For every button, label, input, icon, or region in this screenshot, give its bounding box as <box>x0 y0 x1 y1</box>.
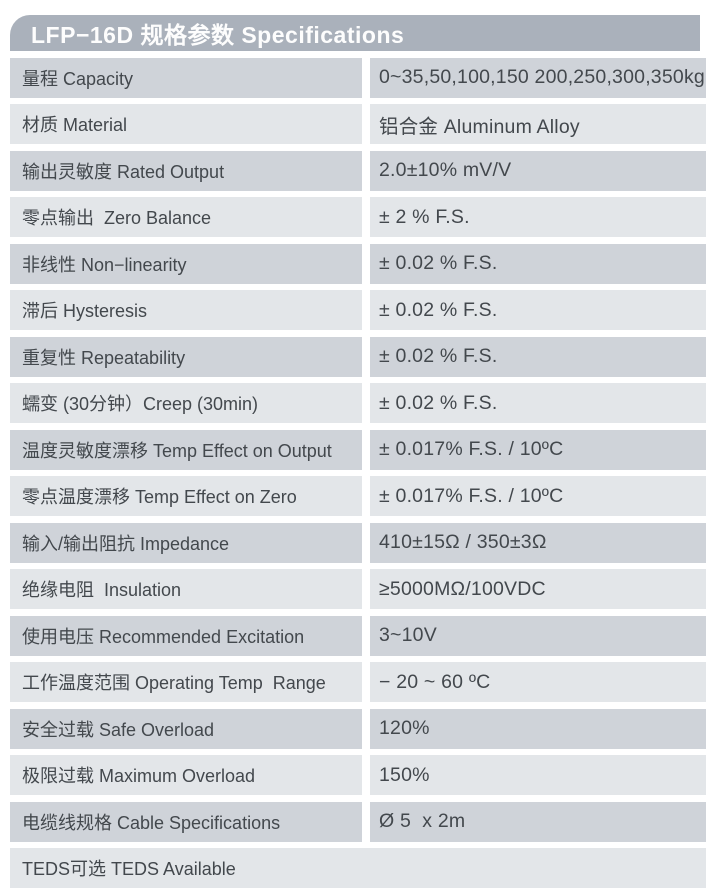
spec-value: ± 0.02 % F.S. <box>370 290 706 330</box>
spec-row: TEDS可选 TEDS Available <box>10 848 706 888</box>
spec-value: 2.0±10% mV/V <box>370 150 706 191</box>
spec-label: 输入/输出阻抗 Impedance <box>10 522 362 563</box>
spec-value: ± 0.017% F.S. / 10ºC <box>370 429 706 470</box>
spec-label: 零点温度漂移 Temp Effect on Zero <box>10 476 362 516</box>
spec-row: 安全过载 Safe Overload 120% <box>10 708 706 749</box>
spec-row: 使用电压 Recommended Excitation 3~10V <box>10 615 706 656</box>
spec-value: 3~10V <box>370 615 706 656</box>
spec-label: 滞后 Hysteresis <box>10 290 362 330</box>
table-title-banner: LFP−16D 规格参数 Specifications <box>10 15 700 51</box>
spec-row: 温度灵敏度漂移 Temp Effect on Output ± 0.017% F… <box>10 429 706 470</box>
spec-value: ± 2 % F.S. <box>370 197 706 237</box>
spec-row: 量程 Capacity 0~35,50,100,150 200,250,300,… <box>10 57 706 98</box>
spec-label: 零点输出 Zero Balance <box>10 197 362 237</box>
spec-label: 重复性 Repeatability <box>10 336 362 377</box>
spec-row: 材质 Material 铝合金 Aluminum Alloy <box>10 104 706 144</box>
spec-label: 蠕变 (30分钟）Creep (30min) <box>10 383 362 423</box>
spec-label: 材质 Material <box>10 104 362 144</box>
spec-row: 非线性 Non−linearity ± 0.02 % F.S. <box>10 243 706 284</box>
spec-row: 重复性 Repeatability ± 0.02 % F.S. <box>10 336 706 377</box>
spec-row: 滞后 Hysteresis ± 0.02 % F.S. <box>10 290 706 330</box>
spec-row: 绝缘电阻 Insulation ≥5000MΩ/100VDC <box>10 569 706 609</box>
spec-table: 量程 Capacity 0~35,50,100,150 200,250,300,… <box>10 57 706 888</box>
spec-row: 极限过载 Maximum Overload 150% <box>10 755 706 795</box>
spec-label: 使用电压 Recommended Excitation <box>10 615 362 656</box>
spec-label: 绝缘电阻 Insulation <box>10 569 362 609</box>
spec-row: 输出灵敏度 Rated Output 2.0±10% mV/V <box>10 150 706 191</box>
spec-label: 工作温度范围 Operating Temp Range <box>10 662 362 702</box>
spec-value: ± 0.017% F.S. / 10ºC <box>370 476 706 516</box>
spec-row: 蠕变 (30分钟）Creep (30min) ± 0.02 % F.S. <box>10 383 706 423</box>
spec-value: 150% <box>370 755 706 795</box>
spec-value: 120% <box>370 708 706 749</box>
spec-row: 零点输出 Zero Balance ± 2 % F.S. <box>10 197 706 237</box>
spec-label: 量程 Capacity <box>10 57 362 98</box>
spec-label: 输出灵敏度 Rated Output <box>10 150 362 191</box>
spec-label: 电缆线规格 Cable Specifications <box>10 801 362 842</box>
spec-row: 零点温度漂移 Temp Effect on Zero ± 0.017% F.S.… <box>10 476 706 516</box>
table-title: LFP−16D 规格参数 Specifications <box>31 22 405 48</box>
spec-label: TEDS可选 TEDS Available <box>10 848 706 888</box>
spec-row: 工作温度范围 Operating Temp Range − 20 ~ 60 ºC <box>10 662 706 702</box>
spec-value: − 20 ~ 60 ºC <box>370 662 706 702</box>
spec-value: ± 0.02 % F.S. <box>370 383 706 423</box>
spec-label: 非线性 Non−linearity <box>10 243 362 284</box>
spec-label: 极限过载 Maximum Overload <box>10 755 362 795</box>
spec-label: 安全过载 Safe Overload <box>10 708 362 749</box>
spec-value: ≥5000MΩ/100VDC <box>370 569 706 609</box>
spec-value: ± 0.02 % F.S. <box>370 336 706 377</box>
spec-row: 输入/输出阻抗 Impedance 410±15Ω / 350±3Ω <box>10 522 706 563</box>
spec-value: 铝合金 Aluminum Alloy <box>370 104 706 144</box>
spec-value: 410±15Ω / 350±3Ω <box>370 522 706 563</box>
spec-label: 温度灵敏度漂移 Temp Effect on Output <box>10 429 362 470</box>
spec-value: ± 0.02 % F.S. <box>370 243 706 284</box>
spec-row: 电缆线规格 Cable Specifications Ø 5 x 2m <box>10 801 706 842</box>
spec-value: 0~35,50,100,150 200,250,300,350kg <box>370 57 706 98</box>
spec-sheet: LFP−16D 规格参数 Specifications 量程 Capacity … <box>0 15 716 888</box>
spec-value: Ø 5 x 2m <box>370 801 706 842</box>
